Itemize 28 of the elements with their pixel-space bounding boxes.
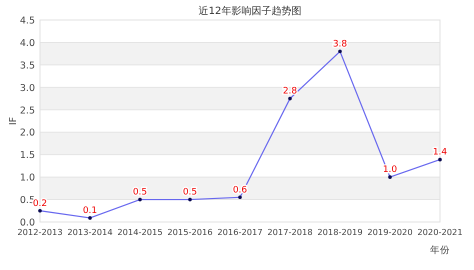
x-tick-label: 2016-2017: [217, 227, 263, 237]
y-tick-label: 2.0: [20, 128, 35, 139]
y-tick-label: 1.0: [20, 172, 35, 184]
x-tick-label: 2013-2014: [67, 227, 113, 237]
x-tick-label: 2019-2020: [367, 227, 413, 237]
data-label: 2.8: [282, 86, 298, 97]
x-tick-label: 2014-2015: [117, 227, 163, 237]
y-tick-label: 2.5: [20, 105, 35, 116]
y-tick-label: 3.0: [20, 82, 35, 94]
y-axis-title: IF: [8, 116, 19, 126]
x-tick-label: 2017-2018: [267, 227, 313, 237]
x-tick-label: 2012-2013: [17, 227, 63, 237]
y-tick-label: 1.5: [20, 150, 35, 162]
data-label: 3.8: [332, 39, 348, 50]
data-label: 0.5: [182, 188, 198, 198]
y-tick-label: 3.5: [20, 60, 35, 72]
y-tick-label: 4.5: [20, 16, 35, 26]
x-tick-label: 2015-2016: [167, 227, 213, 237]
x-tick-label: 2018-2019: [317, 227, 363, 237]
data-label: 0.5: [132, 188, 148, 198]
chart-title: 近12年影响因子趋势图: [198, 5, 302, 17]
x-tick-label: 2020-2021: [417, 227, 463, 237]
data-label: 0.2: [32, 198, 48, 209]
data-label: 0.1: [82, 206, 98, 216]
y-tick-label: 4.0: [20, 38, 35, 49]
x-axis-title: 年份: [430, 244, 450, 256]
data-label: 1.4: [432, 148, 448, 158]
y-tick-label: 0.0: [20, 218, 35, 228]
